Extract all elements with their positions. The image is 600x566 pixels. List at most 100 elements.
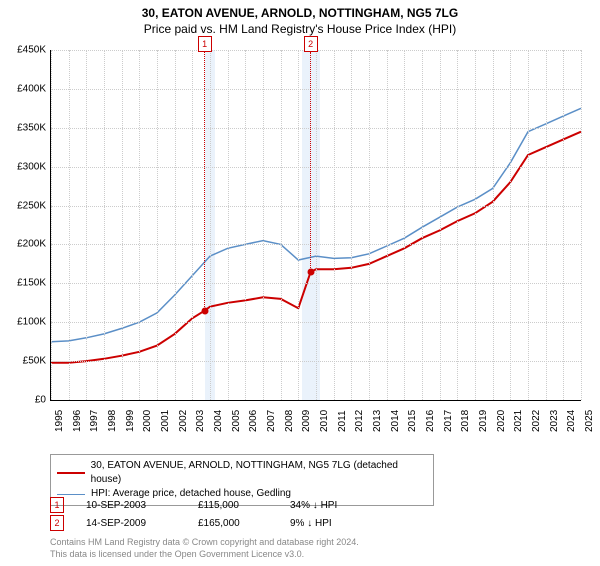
transaction-diff: 34% ↓ HPI — [290, 500, 370, 511]
v-gridline — [192, 50, 193, 400]
v-gridline — [493, 50, 494, 400]
x-axis-label: 2003 — [195, 410, 206, 432]
sale-point-1 — [201, 307, 208, 314]
x-axis-label: 2011 — [337, 410, 348, 432]
legend-swatch — [57, 472, 85, 474]
v-gridline — [139, 50, 140, 400]
sale-marker-1: 1 — [198, 36, 212, 52]
x-axis-label: 2000 — [142, 410, 153, 432]
x-axis-label: 2014 — [390, 410, 401, 432]
x-axis-label: 2010 — [319, 410, 330, 432]
v-gridline — [510, 50, 511, 400]
x-axis-label: 2012 — [354, 410, 365, 432]
marker-connector — [204, 52, 205, 311]
v-gridline — [351, 50, 352, 400]
transaction-row: 2 14-SEP-2009 £165,000 9% ↓ HPI — [50, 514, 370, 532]
chart-container: 30, EATON AVENUE, ARNOLD, NOTTINGHAM, NG… — [0, 6, 600, 566]
y-axis-label: £350K — [6, 122, 46, 133]
x-axis-label: 2016 — [425, 410, 436, 432]
footer-line-1: Contains HM Land Registry data © Crown c… — [50, 536, 359, 548]
v-gridline — [228, 50, 229, 400]
transaction-marker: 2 — [50, 515, 64, 531]
footer-attribution: Contains HM Land Registry data © Crown c… — [50, 536, 359, 560]
v-gridline — [245, 50, 246, 400]
v-gridline — [546, 50, 547, 400]
x-axis-label: 1998 — [107, 410, 118, 432]
x-axis-label: 2013 — [372, 410, 383, 432]
v-gridline — [104, 50, 105, 400]
legend-row: 30, EATON AVENUE, ARNOLD, NOTTINGHAM, NG… — [57, 459, 427, 487]
chart-title: 30, EATON AVENUE, ARNOLD, NOTTINGHAM, NG… — [0, 6, 600, 20]
y-axis-label: £150K — [6, 278, 46, 289]
x-axis-label: 2004 — [213, 410, 224, 432]
x-axis-label: 2007 — [266, 410, 277, 432]
v-gridline — [563, 50, 564, 400]
v-gridline — [334, 50, 335, 400]
transaction-date: 14-SEP-2009 — [86, 518, 176, 529]
sale-point-2 — [307, 268, 314, 275]
x-axis-label: 2022 — [531, 410, 542, 432]
transaction-marker: 1 — [50, 497, 64, 513]
v-gridline — [298, 50, 299, 400]
v-gridline — [157, 50, 158, 400]
v-gridline — [281, 50, 282, 400]
y-axis-label: £400K — [6, 83, 46, 94]
x-axis-label: 2021 — [513, 410, 524, 432]
x-axis-label: 2023 — [549, 410, 560, 432]
x-axis-label: 1996 — [72, 410, 83, 432]
x-axis-label: 2002 — [178, 410, 189, 432]
v-gridline — [422, 50, 423, 400]
transaction-table: 1 10-SEP-2003 £115,000 34% ↓ HPI 2 14-SEP-200… — [50, 496, 370, 532]
v-gridline — [581, 50, 582, 400]
transaction-price: £115,000 — [198, 500, 268, 511]
y-axis-label: £100K — [6, 317, 46, 328]
plot-region: £0£50K£100K£150K£200K£250K£300K£350K£400… — [50, 50, 581, 401]
v-gridline — [175, 50, 176, 400]
v-gridline — [86, 50, 87, 400]
y-axis-label: £50K — [6, 356, 46, 367]
v-gridline — [122, 50, 123, 400]
x-axis-label: 2005 — [231, 410, 242, 432]
v-gridline — [528, 50, 529, 400]
chart-subtitle: Price paid vs. HM Land Registry's House … — [0, 22, 600, 36]
y-axis-label: £0 — [6, 395, 46, 406]
x-axis-label: 1995 — [54, 410, 65, 432]
v-gridline — [387, 50, 388, 400]
legend-swatch — [57, 494, 85, 495]
chart-area: £0£50K£100K£150K£200K£250K£300K£350K£400… — [50, 50, 580, 420]
x-axis-label: 2024 — [566, 410, 577, 432]
v-gridline — [457, 50, 458, 400]
v-gridline — [440, 50, 441, 400]
x-axis-label: 1997 — [89, 410, 100, 432]
y-axis-label: £200K — [6, 239, 46, 250]
x-axis-label: 2025 — [584, 410, 595, 432]
x-axis-label: 2015 — [407, 410, 418, 432]
x-axis-label: 2020 — [496, 410, 507, 432]
x-axis-label: 2009 — [301, 410, 312, 432]
v-gridline — [69, 50, 70, 400]
transaction-diff: 9% ↓ HPI — [290, 518, 370, 529]
marker-connector — [310, 52, 311, 272]
v-gridline — [316, 50, 317, 400]
x-axis-label: 2019 — [478, 410, 489, 432]
v-gridline — [404, 50, 405, 400]
v-gridline — [210, 50, 211, 400]
v-gridline — [475, 50, 476, 400]
y-axis-label: £250K — [6, 200, 46, 211]
transaction-price: £165,000 — [198, 518, 268, 529]
transaction-date: 10-SEP-2003 — [86, 500, 176, 511]
x-axis-label: 2006 — [248, 410, 259, 432]
v-gridline — [369, 50, 370, 400]
v-gridline — [263, 50, 264, 400]
v-gridline — [51, 50, 52, 400]
x-axis-label: 2017 — [443, 410, 454, 432]
legend-label: 30, EATON AVENUE, ARNOLD, NOTTINGHAM, NG… — [91, 459, 427, 487]
x-axis-label: 2018 — [460, 410, 471, 432]
x-axis-label: 1999 — [125, 410, 136, 432]
y-axis-label: £300K — [6, 161, 46, 172]
transaction-row: 1 10-SEP-2003 £115,000 34% ↓ HPI — [50, 496, 370, 514]
x-axis-label: 2001 — [160, 410, 171, 432]
sale-marker-2: 2 — [304, 36, 318, 52]
footer-line-2: This data is licensed under the Open Gov… — [50, 548, 359, 560]
x-axis-label: 2008 — [284, 410, 295, 432]
